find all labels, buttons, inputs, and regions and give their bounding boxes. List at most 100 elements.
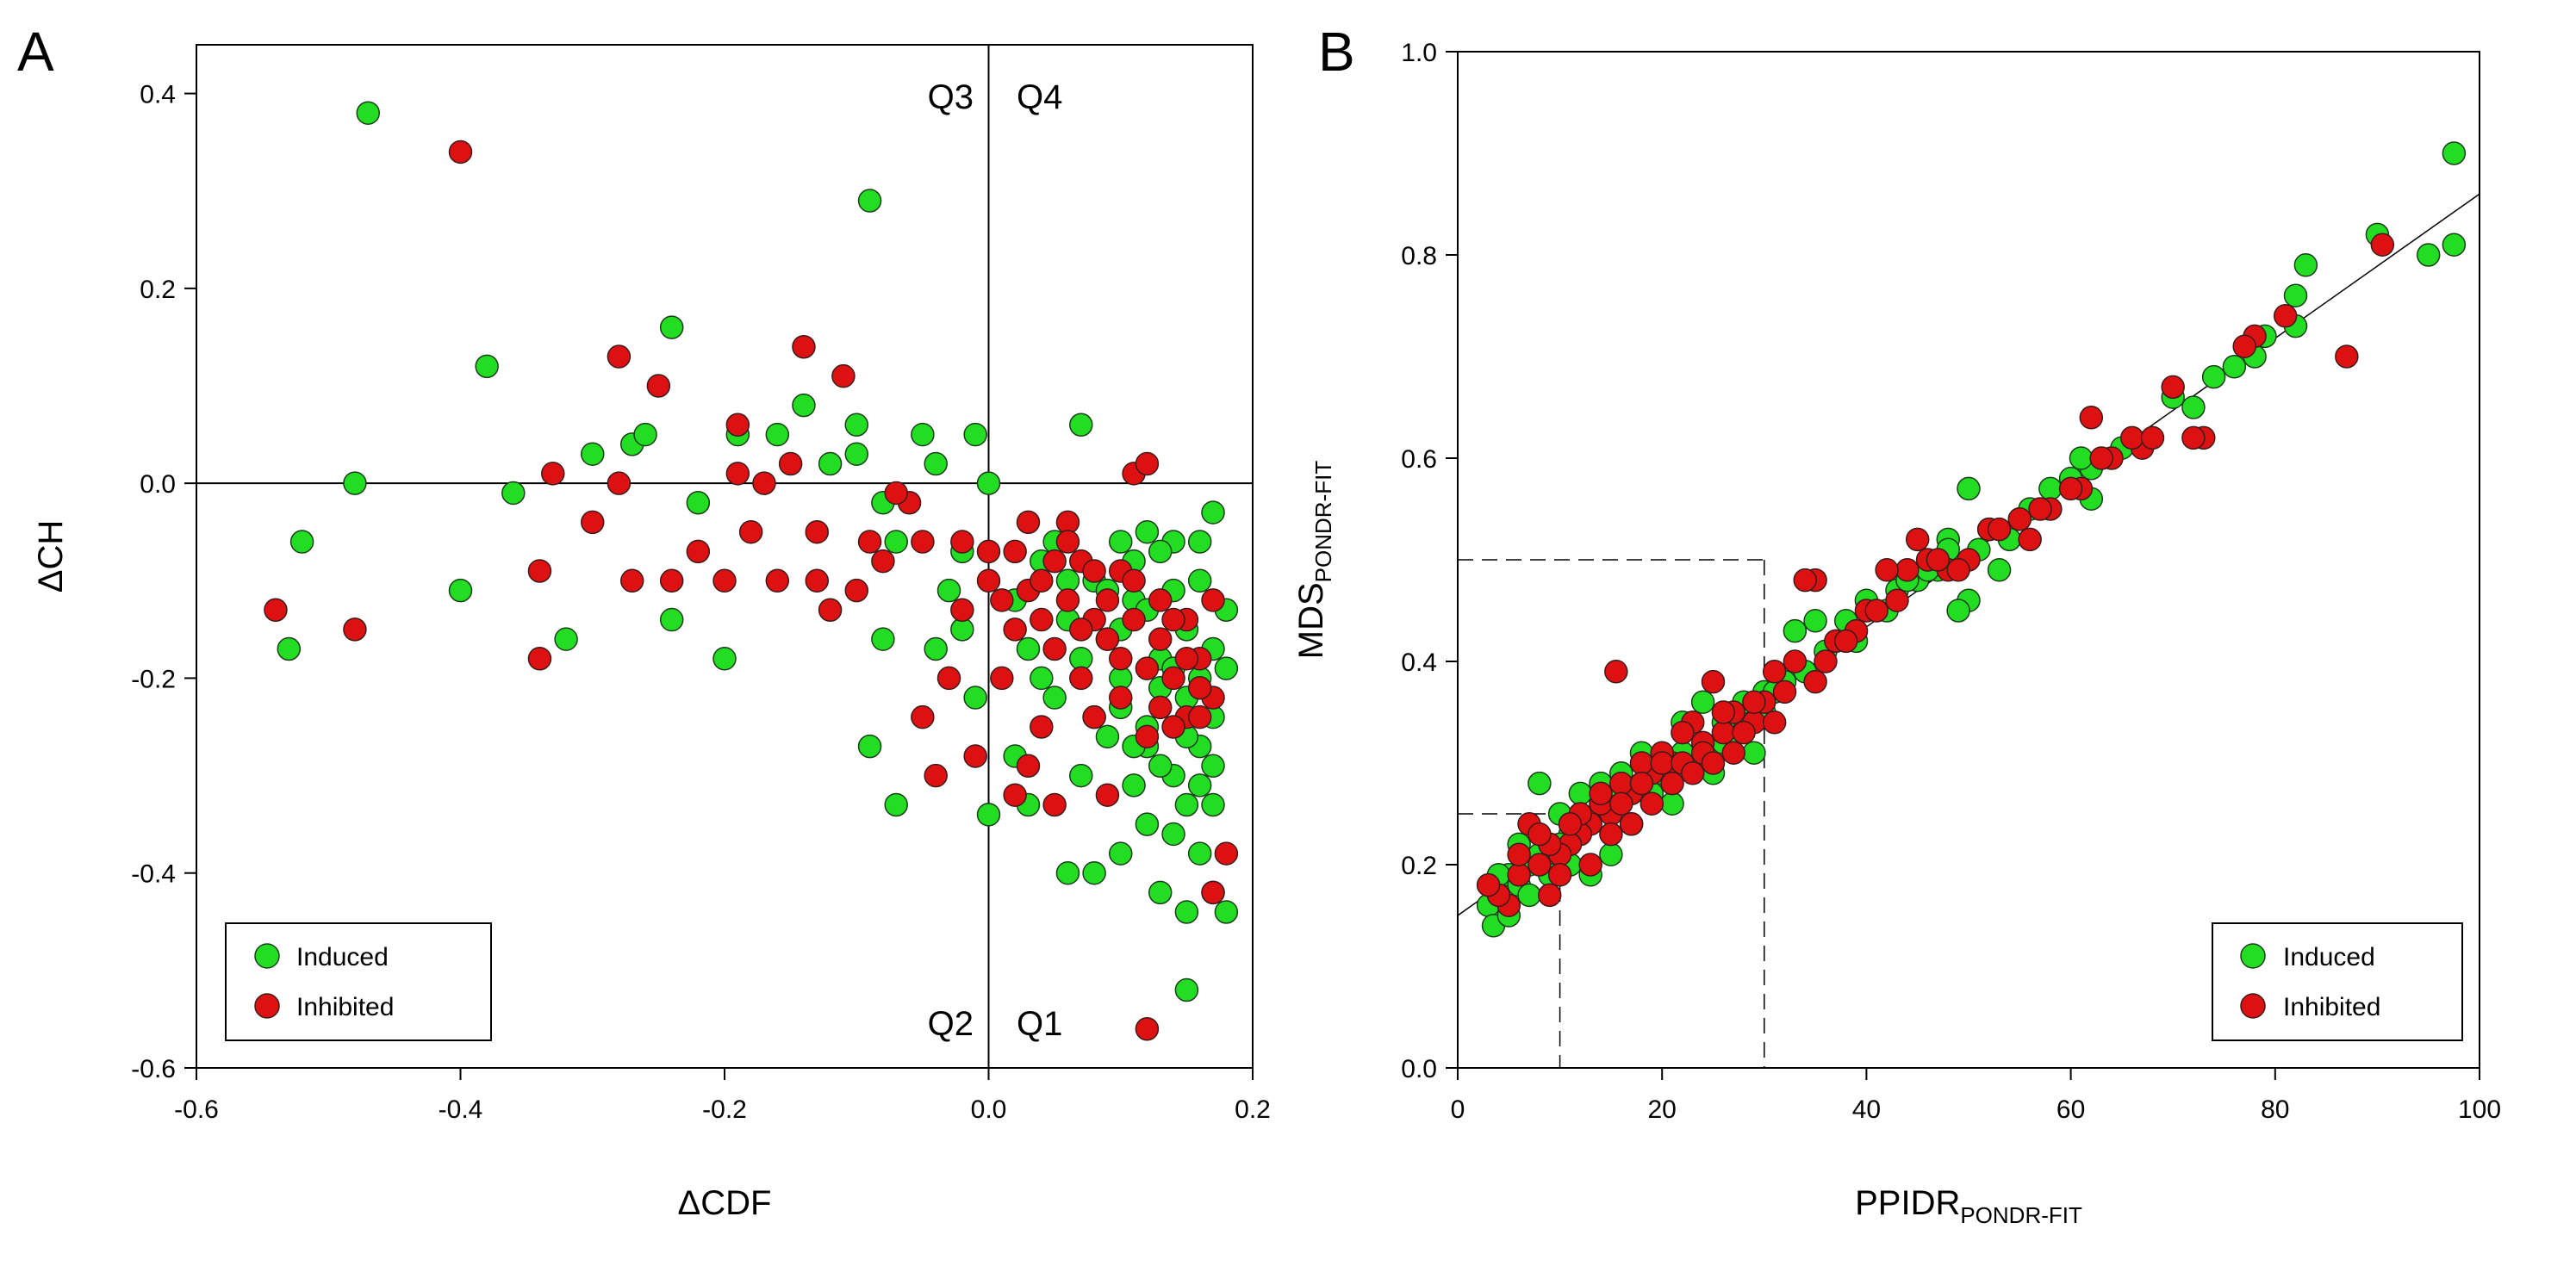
b-x-tick-label: 40 [1852, 1095, 1881, 1124]
b-point-inhibited [2273, 304, 2298, 328]
b-point-induced [1742, 741, 1766, 765]
b-point-inhibited [1650, 751, 1674, 775]
b-point-induced [1783, 618, 1808, 643]
a-point-induced [1030, 666, 1054, 691]
a-x-tick-label: -0.6 [174, 1095, 219, 1124]
a-point-induced [659, 607, 684, 632]
panel-b-label: B [1318, 21, 1355, 83]
panel-b-y-axis-title-sub: PONDR-FIT [1310, 461, 1336, 583]
b-point-inhibited [2370, 233, 2395, 257]
panel-b-x-axis-title-sub: PONDR-FIT [1960, 1202, 2082, 1228]
panel-b: B 0 20 40 60 80 100 0.00.20.40.60.81.0 PPIDRP… [1292, 21, 2501, 1228]
b-point-inhibited [1629, 771, 1654, 796]
b-point-induced [2442, 233, 2467, 257]
a-point-induced [1148, 880, 1173, 905]
b-point-induced [1987, 558, 2012, 582]
b-point-induced [2442, 141, 2467, 165]
a-point-induced [844, 442, 868, 466]
a-point-induced [924, 636, 948, 661]
b-point-inhibited [2018, 527, 2042, 552]
a-point-induced [1082, 860, 1106, 885]
a-point-inhibited [844, 578, 868, 603]
a-point-inhibited [1201, 588, 1225, 612]
a-point-inhibited [1187, 704, 1212, 729]
panel-b-legend-label-induced: Induced [2283, 943, 2375, 971]
panel-b-dashed-guides [1458, 559, 1765, 1068]
b-point-induced [1660, 791, 1684, 816]
a-point-induced [963, 686, 987, 710]
b-point-induced [2283, 283, 2308, 307]
b-point-induced [1599, 842, 1623, 866]
b-point-inhibited [1885, 588, 1909, 612]
a-point-inhibited [911, 704, 935, 729]
a-point-induced [1069, 413, 1093, 438]
a-point-inhibited [1055, 530, 1080, 554]
a-point-inhibited [686, 539, 711, 564]
a-point-inhibited [805, 568, 830, 593]
b-point-induced [1957, 476, 1981, 501]
a-point-induced [1187, 841, 1212, 866]
panel-a-x-axis-title: ΔCDF [678, 1184, 772, 1222]
a-y-tick-label: 0.4 [140, 81, 176, 109]
a-x-tick-label: 0.2 [1235, 1095, 1271, 1124]
a-point-inhibited [1030, 568, 1054, 593]
a-point-induced [501, 481, 526, 506]
a-point-inhibited [950, 530, 974, 554]
a-point-inhibited [581, 510, 605, 535]
panel-a-legend-marker-induced [254, 943, 280, 969]
b-point-induced [2069, 446, 2094, 470]
a-point-induced [1214, 900, 1239, 924]
a-point-induced [976, 471, 1001, 495]
b-point-inhibited [1833, 629, 1858, 654]
a-point-inhibited [976, 568, 1001, 593]
panel-b-legend-label-inhibited: Inhibited [2283, 993, 2380, 1021]
a-point-inhibited [527, 647, 552, 671]
a-point-inhibited [1069, 666, 1093, 691]
a-point-inhibited [725, 413, 750, 438]
a-point-inhibited [1095, 588, 1120, 612]
b-y-tick-label: 0.6 [1401, 445, 1437, 474]
a-point-induced [1214, 656, 1239, 680]
a-point-induced [356, 101, 380, 125]
a-point-inhibited [1214, 841, 1239, 866]
b-point-inhibited [1701, 751, 1726, 775]
a-point-inhibited [1135, 451, 1160, 476]
b-point-inhibited [1578, 853, 1602, 877]
a-point-inhibited [1042, 636, 1067, 661]
panel-b-legend-box [2212, 922, 2463, 1041]
panel-b-x-axis-title-main: PPIDR [1855, 1184, 1960, 1222]
a-point-inhibited [976, 539, 1001, 564]
b-point-inhibited [1547, 863, 1572, 887]
b-point-induced [2201, 364, 2226, 389]
b-point-inhibited [1793, 568, 1817, 593]
b-y-tick-label: 1.0 [1401, 39, 1437, 67]
panel-a-legend-box [225, 922, 492, 1041]
a-point-induced [844, 413, 868, 438]
a-point-induced [289, 530, 314, 554]
b-point-induced [1690, 690, 1715, 714]
a-point-induced [1174, 900, 1199, 924]
a-point-inhibited [831, 363, 856, 388]
a-point-induced [1148, 754, 1173, 779]
b-point-inhibited [2140, 425, 2165, 450]
a-point-induced [1042, 686, 1067, 710]
a-point-inhibited [1148, 627, 1173, 651]
b-point-inhibited [1711, 720, 1736, 745]
b-x-tick-label: 80 [2261, 1095, 2289, 1124]
a-point-induced [448, 578, 473, 603]
b-point-inhibited [2181, 425, 2206, 450]
a-point-induced [712, 647, 737, 671]
a-point-induced [1122, 773, 1146, 797]
a-point-inhibited [607, 471, 632, 495]
a-point-inhibited [990, 588, 1014, 612]
b-point-inhibited [2120, 425, 2144, 450]
b-point-inhibited [1742, 690, 1766, 714]
a-x-tick-label: -0.2 [702, 1095, 747, 1124]
a-point-inhibited [1003, 617, 1027, 642]
a-point-inhibited [1187, 675, 1212, 700]
a-point-inhibited [1042, 792, 1067, 817]
a-point-induced [343, 471, 367, 495]
a-point-inhibited [1201, 880, 1225, 905]
a-point-inhibited [712, 568, 737, 593]
b-point-inhibited [1609, 771, 1633, 796]
